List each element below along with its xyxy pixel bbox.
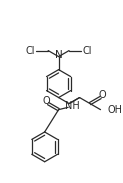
Text: NH: NH [64, 101, 79, 111]
Text: Cl: Cl [26, 46, 35, 56]
Text: O: O [99, 90, 106, 100]
Text: OH: OH [107, 105, 122, 115]
Text: N: N [55, 50, 62, 60]
Text: O: O [42, 96, 50, 106]
Text: Cl: Cl [82, 46, 92, 56]
